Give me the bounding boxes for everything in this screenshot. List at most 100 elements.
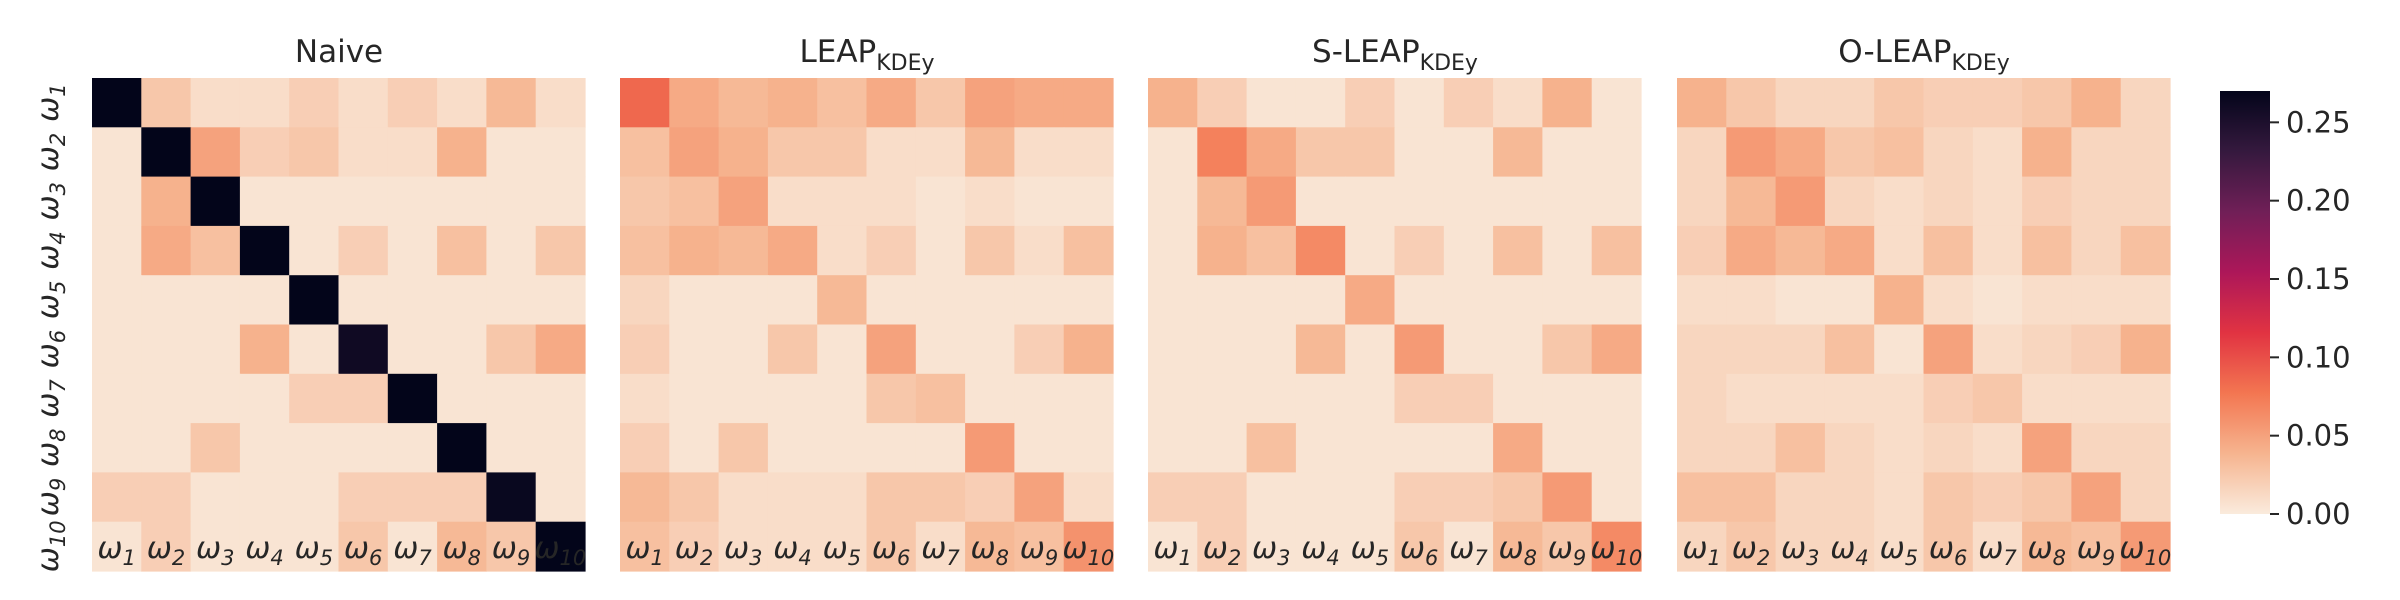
heatmap-cell-leap-kdey-r6-c8 (965, 324, 1015, 375)
heatmap-cell-naive-r2-c5 (289, 127, 340, 178)
heatmap-cell-o-leap-kdey-r6-c10 (2120, 324, 2171, 375)
heatmap-cell-naive-r5-c5 (289, 275, 340, 326)
heatmap-cell-leap-kdey-r8-c6 (866, 423, 917, 473)
heatmap-cell-leap-kdey-r9-c7 (915, 472, 966, 523)
heatmap-cell-s-leap-kdey-r8-c7 (1443, 423, 1494, 473)
heatmap-cell-naive-r6-c10 (535, 324, 586, 375)
heatmap-cell-s-leap-kdey-r9-c4 (1295, 472, 1346, 523)
heatmap-cell-s-leap-kdey-r1-c2 (1197, 78, 1248, 128)
heatmap-cell-leap-kdey-r4-c6 (866, 225, 917, 276)
heatmap-cell-s-leap-kdey-r4-c5 (1345, 225, 1396, 276)
heatmap-cell-s-leap-kdey-r2-c10 (1591, 127, 1642, 178)
heatmap-cell-naive-r9-c8 (437, 472, 487, 523)
heatmap-cell-o-leap-kdey-r10-c1 (1677, 521, 1727, 572)
x-tick-label-leap-kdey-3: ω3 (724, 531, 763, 570)
heatmap-cell-naive-r8-c8 (437, 423, 487, 473)
heatmap-cell-s-leap-kdey-r5-c3 (1246, 275, 1297, 326)
heatmap-cell-naive-r5-c7 (387, 275, 438, 326)
heatmap-cell-o-leap-kdey-r9-c4 (1824, 472, 1875, 523)
heatmap-cell-o-leap-kdey-r3-c1 (1677, 176, 1727, 227)
heatmap-cell-naive-r5-c10 (535, 275, 586, 326)
heatmap-cell-o-leap-kdey-r9-c3 (1775, 472, 1826, 523)
heatmap-cell-leap-kdey-r9-c9 (1014, 472, 1065, 523)
heatmap-cell-naive-r4-c9 (486, 225, 537, 276)
heatmap-cell-leap-kdey-r5-c8 (965, 275, 1015, 326)
heatmap-cell-leap-kdey-r4-c10 (1063, 225, 1114, 276)
x-tick-label-leap-kdey-6: ω6 (872, 531, 911, 570)
heatmap-cell-leap-kdey-r7-c1 (620, 373, 670, 424)
heatmap-cell-leap-kdey-r1-c7 (915, 78, 966, 128)
heatmap-cell-o-leap-kdey-r8-c6 (1923, 423, 1974, 473)
heatmap-cell-o-leap-kdey-r6-c3 (1775, 324, 1826, 375)
heatmap-cell-s-leap-kdey-r8-c6 (1394, 423, 1445, 473)
heatmap-cell-s-leap-kdey-r5-c10 (1591, 275, 1642, 326)
heatmap-cell-o-leap-kdey-r3-c3 (1775, 176, 1826, 227)
heatmap-cell-leap-kdey-r4-c4 (767, 225, 818, 276)
heatmap-cell-leap-kdey-r4-c9 (1014, 225, 1065, 276)
heatmap-cell-s-leap-kdey-r3-c7 (1443, 176, 1494, 227)
x-tick-label-leap-kdey-1: ω1 (625, 531, 664, 570)
heatmap-cell-leap-kdey-r8-c1 (620, 423, 670, 473)
heatmap-cell-naive-r5-c2 (141, 275, 192, 326)
colorbar-tick-label-2: 0.10 (2286, 340, 2351, 374)
colorbar-ticks: 0.00 0.05 0.10 0.15 0.20 0.25 (2270, 105, 2351, 531)
heatmap-cell-s-leap-kdey-r4-c8 (1493, 225, 1543, 276)
heatmap-cell-leap-kdey-r3-c9 (1014, 176, 1065, 227)
heatmap-cell-leap-kdey-r10-c5 (817, 521, 868, 572)
heatmap-cell-o-leap-kdey-r1-c6 (1923, 78, 1974, 128)
heatmap-cell-s-leap-kdey-r4-c7 (1443, 225, 1494, 276)
heatmap-cell-s-leap-kdey-r10-c4 (1295, 521, 1346, 572)
heatmap-cell-naive-r9-c2 (141, 472, 192, 523)
heatmap-cell-o-leap-kdey-r7-c7 (1972, 373, 2023, 424)
heatmap-cell-leap-kdey-r7-c5 (817, 373, 868, 424)
x-axis-ticks-naive: ω1 ω2 ω3 ω4 ω5 ω6 ω7 ω8 ω9 ω10 (97, 531, 586, 570)
heatmap-cell-o-leap-kdey-r1-c7 (1972, 78, 2023, 128)
heatmap-cell-o-leap-kdey-r10-c5 (1874, 521, 1925, 572)
heatmap-cell-leap-kdey-r3-c3 (718, 176, 769, 227)
heatmap-cell-naive-r2-c1 (92, 127, 142, 178)
heatmap-cell-naive-r10-c3 (190, 521, 241, 572)
heatmap-cell-o-leap-kdey-r7-c8 (2022, 373, 2072, 424)
heatmap-cell-leap-kdey-r10-c2 (669, 521, 720, 572)
heatmap-cell-s-leap-kdey-r6-c6 (1394, 324, 1445, 375)
heatmap-cell-o-leap-kdey-r2-c5 (1874, 127, 1925, 178)
heatmap-cell-naive-r1-c1 (92, 78, 142, 128)
heatmap-cell-o-leap-kdey-r7-c9 (2071, 373, 2122, 424)
heatmap-cell-leap-kdey-r10-c10 (1063, 521, 1114, 572)
heatmap-cell-o-leap-kdey-r9-c8 (2022, 472, 2072, 523)
heatmap-cell-o-leap-kdey-r7-c6 (1923, 373, 1974, 424)
x-tick-label-o-leap-kdey-7: ω7 (1978, 531, 2017, 570)
heatmap-cell-naive-r2-c6 (338, 127, 389, 178)
heatmap-cell-leap-kdey-r8-c8 (965, 423, 1015, 473)
heatmap-cell-o-leap-kdey-r6-c5 (1874, 324, 1925, 375)
heatmap-cell-o-leap-kdey-r1-c8 (2022, 78, 2072, 128)
heatmap-cell-s-leap-kdey-r7-c9 (1542, 373, 1593, 424)
heatmap-cell-s-leap-kdey-r8-c5 (1345, 423, 1396, 473)
heatmap-cells-leap-kdey (620, 78, 1114, 572)
heatmap-cell-o-leap-kdey-r7-c5 (1874, 373, 1925, 424)
heatmap-cell-o-leap-kdey-r8-c8 (2022, 423, 2072, 473)
heatmap-cell-s-leap-kdey-r6-c7 (1443, 324, 1494, 375)
heatmap-cell-leap-kdey-r3-c4 (767, 176, 818, 227)
heatmap-cell-s-leap-kdey-r3-c5 (1345, 176, 1396, 227)
heatmap-cell-s-leap-kdey-r3-c9 (1542, 176, 1593, 227)
colorbar-scale (2220, 91, 2270, 514)
heatmap-cell-s-leap-kdey-r10-c6 (1394, 521, 1445, 572)
heatmap-cell-o-leap-kdey-r5-c7 (1972, 275, 2023, 326)
heatmap-cell-s-leap-kdey-r1-c10 (1591, 78, 1642, 128)
colorbar-tick-label-5: 0.25 (2286, 105, 2351, 139)
heatmap-cell-naive-r6-c7 (387, 324, 438, 375)
heatmap-cell-s-leap-kdey-r2-c8 (1493, 127, 1543, 178)
heatmap-cell-leap-kdey-r6-c1 (620, 324, 670, 375)
heatmap-cell-s-leap-kdey-r7-c8 (1493, 373, 1543, 424)
heatmap-cell-naive-r5-c1 (92, 275, 142, 326)
heatmap-cell-o-leap-kdey-r8-c9 (2071, 423, 2122, 473)
heatmap-cell-naive-r2-c3 (190, 127, 241, 178)
heatmap-cell-leap-kdey-r2-c7 (915, 127, 966, 178)
x-tick-label-naive-6: ω6 (344, 531, 383, 570)
x-tick-label-naive-3: ω3 (196, 531, 235, 570)
x-tick-label-o-leap-kdey-8: ω8 (2028, 531, 2067, 570)
heatmap-cell-leap-kdey-r7-c3 (718, 373, 769, 424)
heatmap-cell-leap-kdey-r5-c4 (767, 275, 818, 326)
x-tick-label-naive-10: ω10 (534, 531, 586, 570)
